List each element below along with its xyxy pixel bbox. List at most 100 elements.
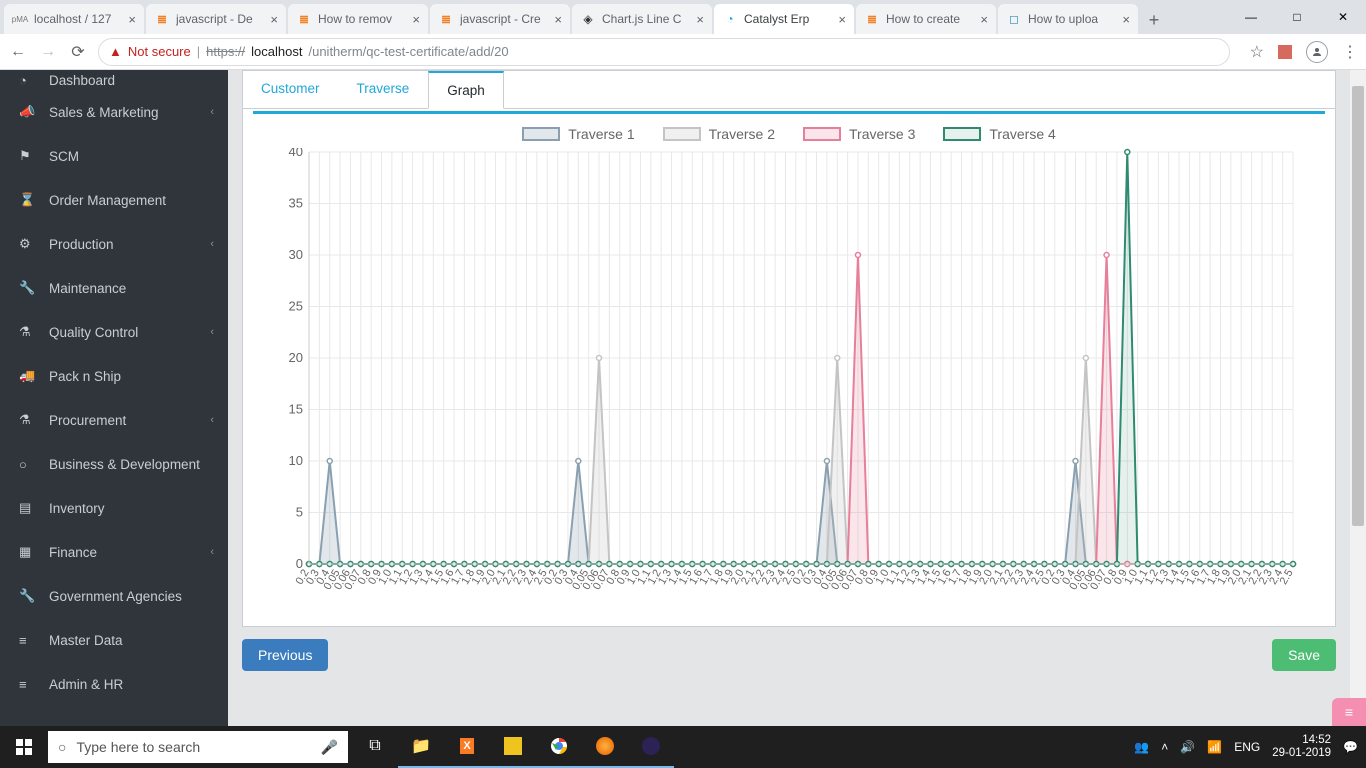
sidebar-item[interactable]: 🔧Maintenance (0, 266, 228, 310)
tray-wifi-icon[interactable]: 📶 (1207, 740, 1222, 754)
tray-lang[interactable]: ENG (1234, 740, 1260, 754)
tab-close-icon[interactable]: × (412, 12, 420, 27)
sidebar-item-label: SCM (49, 149, 79, 164)
browser-tab[interactable]: ≣javascript - De× (146, 4, 286, 34)
svg-text:35: 35 (289, 196, 303, 211)
card-tab[interactable]: Traverse (339, 71, 429, 108)
browser-tab[interactable]: ≣How to remov× (288, 4, 428, 34)
save-button[interactable]: Save (1272, 639, 1336, 671)
content-card: CustomerTraverseGraph Traverse 1 Traverse… (242, 70, 1336, 627)
sidebar-item[interactable]: 🔧Government Agencies (0, 574, 228, 618)
card-tab[interactable]: Customer (243, 71, 339, 108)
browser-menu-icon[interactable]: ⋮ (1342, 42, 1358, 62)
sidebar-item-icon: ▦ (19, 544, 37, 560)
maximize-button[interactable]: □ (1274, 0, 1320, 34)
browser-tab[interactable]: ◔Catalyst Erp× (714, 4, 854, 34)
sidebar-item[interactable]: ⌛Order Management (0, 178, 228, 222)
tab-label: Chart.js Line C (602, 12, 692, 26)
sidebar-item-label: Quality Control (49, 325, 138, 340)
sidebar-item[interactable]: ⚙Production‹ (0, 222, 228, 266)
extension-icon[interactable] (1278, 45, 1292, 59)
taskbar-apps: ⧉ 📁 X (352, 726, 674, 768)
chevron-left-icon: ‹ (210, 238, 214, 250)
taskbar-search[interactable]: ○ Type here to search 🎤 (48, 731, 348, 763)
taskbar-app-sublime[interactable] (490, 726, 536, 768)
sidebar-item-icon: ○ (19, 457, 37, 472)
close-window-button[interactable]: ✕ (1320, 0, 1366, 34)
svg-text:40: 40 (289, 148, 303, 159)
sidebar-item[interactable]: ○Business & Development (0, 442, 228, 486)
legend-item[interactable]: Traverse 3 (803, 126, 915, 142)
sidebar-item[interactable]: 📣Sales & Marketing‹ (0, 90, 228, 134)
profile-avatar[interactable] (1306, 41, 1328, 63)
taskbar-app-xampp[interactable]: X (444, 726, 490, 768)
taskbar-search-placeholder: Type here to search (76, 739, 200, 755)
sidebar-item[interactable]: ▦Finance‹ (0, 530, 228, 574)
sidebar-item[interactable]: ≡Master Data (0, 618, 228, 662)
legend-swatch (803, 127, 841, 141)
tray-volume-icon[interactable]: 🔊 (1180, 740, 1195, 754)
address-bar[interactable]: ▲ Not secure | https://localhost/unither… (98, 38, 1230, 66)
system-tray: 👥 ˄ 🔊 📶 ENG 14:52 29-01-2019 💬 (1134, 734, 1366, 760)
legend-label: Traverse 1 (568, 126, 634, 142)
browser-tab[interactable]: ◻How to uploa× (998, 4, 1138, 34)
svg-text:10: 10 (289, 453, 303, 468)
chevron-left-icon: ‹ (210, 106, 214, 118)
vertical-scrollbar[interactable] (1350, 70, 1366, 726)
legend-item[interactable]: Traverse 2 (663, 126, 775, 142)
forward-button[interactable]: → (38, 42, 58, 62)
browser-tab[interactable]: ≣How to create× (856, 4, 996, 34)
sidebar-item-icon: ⚗ (19, 412, 37, 428)
new-tab-button[interactable]: + (1140, 6, 1168, 34)
not-secure-label: Not secure (128, 44, 191, 59)
sidebar-item[interactable]: ◔Dashboard (0, 70, 228, 90)
browser-tab[interactable]: ◈Chart.js Line C× (572, 4, 712, 34)
reload-button[interactable]: ⟳ (68, 42, 88, 62)
sidebar-item-icon: ⚙ (19, 236, 37, 252)
tab-close-icon[interactable]: × (980, 12, 988, 27)
sidebar-item[interactable]: ⚗Procurement‹ (0, 398, 228, 442)
url-protocol: https:// (206, 44, 245, 59)
sidebar-item[interactable]: ⚗Quality Control‹ (0, 310, 228, 354)
previous-button[interactable]: Previous (242, 639, 328, 671)
tray-expand-icon[interactable]: ˄ (1161, 740, 1168, 754)
tray-people-icon[interactable]: 👥 (1134, 740, 1149, 754)
bookmark-star-icon[interactable]: ☆ (1250, 42, 1264, 62)
legend-item[interactable]: Traverse 4 (943, 126, 1055, 142)
tab-close-icon[interactable]: × (128, 12, 136, 27)
card-tab[interactable]: Graph (428, 71, 504, 109)
minimize-button[interactable]: — (1228, 0, 1274, 34)
sidebar-item[interactable]: ▤Inventory (0, 486, 228, 530)
taskbar-app-eclipse[interactable] (628, 726, 674, 768)
app-sidebar: ◔Dashboard📣Sales & Marketing‹⚑SCM⌛Order … (0, 70, 228, 726)
taskbar-app-explorer[interactable]: 📁 (398, 726, 444, 768)
sidebar-item[interactable]: 🚚Pack n Ship (0, 354, 228, 398)
taskbar-app-chrome[interactable] (536, 726, 582, 768)
legend-item[interactable]: Traverse 1 (522, 126, 634, 142)
legend-swatch (663, 127, 701, 141)
tab-close-icon[interactable]: × (270, 12, 278, 27)
tray-notifications-icon[interactable]: 💬 (1343, 740, 1358, 754)
browser-tab[interactable]: ≣javascript - Cre× (430, 4, 570, 34)
tab-favicon: ≣ (296, 11, 312, 27)
back-button[interactable]: ← (8, 42, 28, 62)
tab-label: How to create (886, 12, 976, 26)
tray-clock[interactable]: 14:52 29-01-2019 (1272, 734, 1331, 760)
sidebar-item-icon: 🚚 (19, 368, 37, 384)
tab-close-icon[interactable]: × (696, 12, 704, 27)
tab-close-icon[interactable]: × (838, 12, 846, 27)
tab-close-icon[interactable]: × (1122, 12, 1130, 27)
legend-label: Traverse 4 (989, 126, 1055, 142)
start-button[interactable] (0, 726, 48, 768)
corner-widget-icon[interactable]: ≡ (1332, 698, 1366, 726)
tab-label: javascript - De (176, 12, 266, 26)
task-view-icon[interactable]: ⧉ (352, 726, 398, 768)
sidebar-item-label: Inventory (49, 501, 105, 516)
sidebar-item-label: Procurement (49, 413, 126, 428)
sidebar-item[interactable]: ≡Admin & HR (0, 662, 228, 706)
sidebar-item[interactable]: ⚑SCM (0, 134, 228, 178)
browser-tab[interactable]: pMAlocalhost / 127× (4, 4, 144, 34)
taskbar-app-firefox[interactable] (582, 726, 628, 768)
tab-close-icon[interactable]: × (554, 12, 562, 27)
url-host: localhost (251, 44, 302, 59)
